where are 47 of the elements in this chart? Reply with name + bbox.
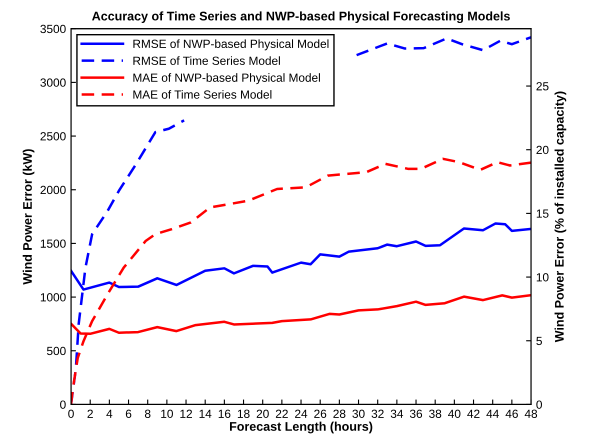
x-tick-label: 12 <box>180 410 192 418</box>
y2-tick-label: 0 <box>536 400 542 409</box>
x-tick-label: 0 <box>68 410 74 418</box>
x-tick-label: 42 <box>467 410 480 418</box>
x-tick-label: 24 <box>295 410 308 418</box>
x-tick-label: 46 <box>506 410 518 418</box>
y-tick-label: 1000 <box>40 293 66 302</box>
x-tick-label: 26 <box>314 410 326 418</box>
x-tick-label: 28 <box>333 410 346 418</box>
x-tick-label: 18 <box>238 410 250 418</box>
x-tick-label: 16 <box>218 410 230 418</box>
y-tick-label: 500 <box>46 346 66 356</box>
y-tick-label: 0 <box>60 400 66 409</box>
legend-label: MAE of Time Series Model <box>133 90 272 99</box>
x-tick-label: 20 <box>256 410 269 418</box>
x-tick-label: 44 <box>486 410 499 418</box>
y-tick-label: 1500 <box>40 239 66 248</box>
x-tick-label: 34 <box>390 410 404 418</box>
x-tick-label: 8 <box>144 410 150 418</box>
legend-label: RMSE of Time Series Model <box>133 56 280 65</box>
x-tick-label: 4 <box>106 410 112 418</box>
chart-title: Accuracy of Time Series and NWP-based Physical Forecasting Models <box>92 11 510 24</box>
x-tick-label: 6 <box>126 410 132 418</box>
y2-axis-title: Wind Power Error (% of installed capacity) <box>554 92 566 342</box>
x-axis-title: Forecast Length (hours) <box>230 422 372 434</box>
y-tick-label: 2500 <box>40 132 66 140</box>
x-tick-label: 38 <box>429 410 442 418</box>
x-tick-label: 22 <box>276 410 288 418</box>
y2-tick-label: 25 <box>536 82 549 90</box>
y-axis-title: Wind Power Error (kW) <box>22 149 34 285</box>
y-tick-label: 2000 <box>40 186 66 194</box>
y-tick-label: 3500 <box>40 24 66 34</box>
legend-label: MAE of NWP-based Physical Model <box>133 73 320 84</box>
legend-label: RMSE of NWP-based Physical Model <box>133 39 328 50</box>
x-tick-label: 10 <box>161 410 173 418</box>
x-tick-label: 36 <box>410 410 422 418</box>
y2-tick-label: 20 <box>536 146 549 154</box>
y2-tick-label: 5 <box>536 336 542 346</box>
x-tick-label: 2 <box>88 410 93 418</box>
y2-tick-label: 15 <box>536 210 549 218</box>
x-tick-label: 32 <box>372 410 384 418</box>
y-tick-label: 3000 <box>40 78 66 87</box>
x-tick-label: 30 <box>352 410 365 418</box>
x-tick-label: 40 <box>448 410 460 418</box>
x-tick-label: 14 <box>200 410 212 418</box>
x-tick-label: 48 <box>524 410 538 418</box>
y2-tick-label: 10 <box>536 273 549 282</box>
